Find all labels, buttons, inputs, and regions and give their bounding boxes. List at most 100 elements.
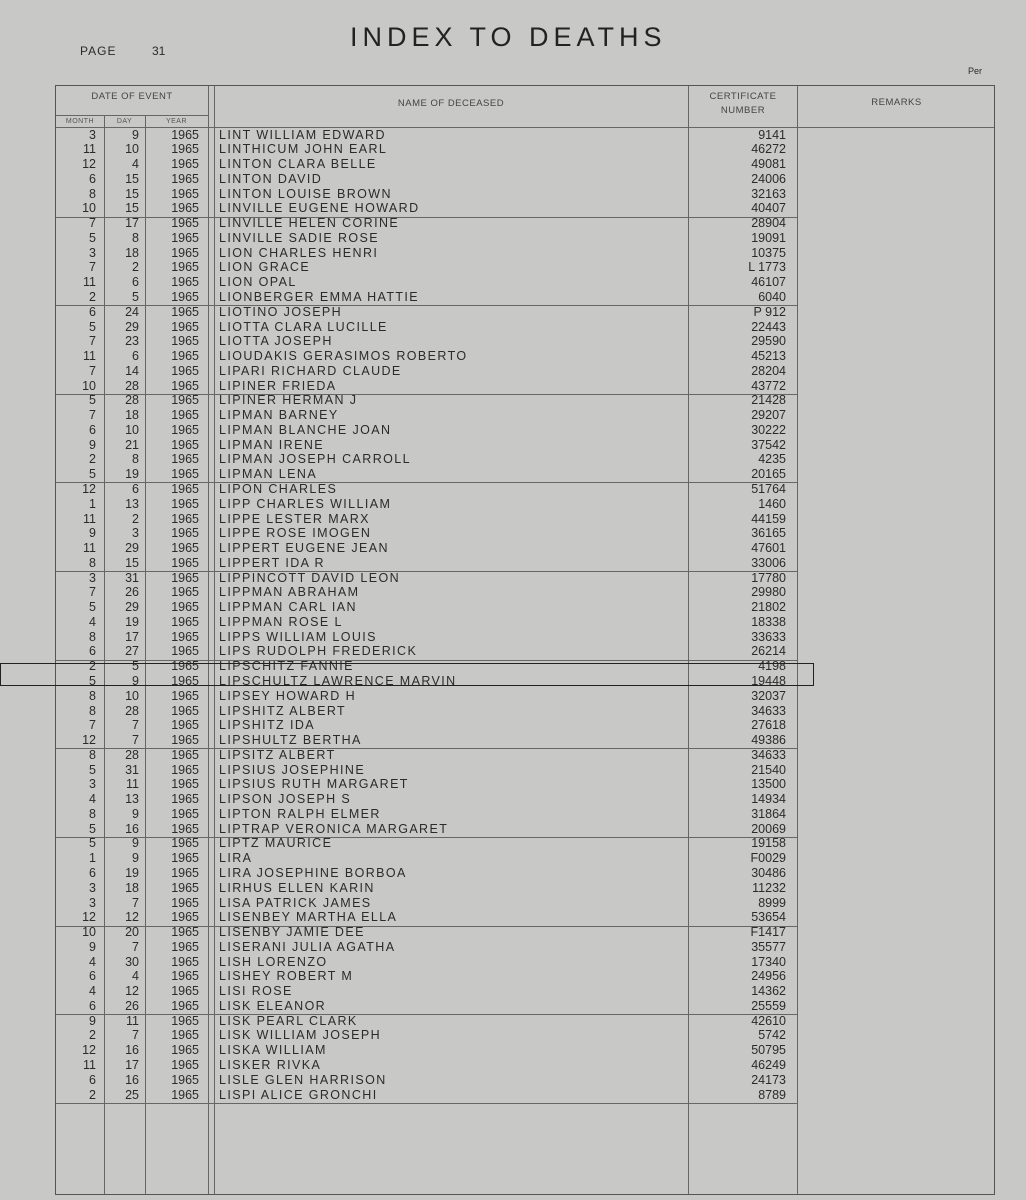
- cell-day: 15: [125, 171, 139, 186]
- cell-certificate: 8999: [758, 895, 786, 910]
- cell-name: LIPINER HERMAN J: [219, 393, 358, 408]
- cell-month: 7: [89, 334, 96, 349]
- group-divider: [56, 1103, 797, 1105]
- cell-month: 7: [89, 585, 96, 600]
- cell-month: 4: [89, 614, 96, 629]
- cell-certificate: 5742: [758, 1028, 786, 1043]
- cell-year: 1965: [171, 334, 199, 349]
- cell-day: 8: [132, 230, 139, 245]
- cell-certificate: 42610: [751, 1013, 786, 1028]
- cell-year: 1965: [171, 363, 199, 378]
- cell-day: 3: [132, 526, 139, 541]
- cell-certificate: 10375: [751, 245, 786, 260]
- cell-certificate: F1417: [750, 925, 786, 940]
- cell-name: LINVILLE EUGENE HOWARD: [219, 201, 420, 216]
- page-title: INDEX TO DEATHS: [350, 22, 667, 52]
- cell-year: 1965: [171, 939, 199, 954]
- cell-year: 1965: [171, 393, 199, 408]
- cell-year: 1965: [171, 142, 199, 157]
- cell-name: LIOTINO JOSEPH: [219, 304, 343, 319]
- cell-certificate: 27618: [751, 718, 786, 733]
- cell-day: 2: [132, 511, 139, 526]
- cell-day: 5: [132, 289, 139, 304]
- cell-certificate: 32163: [751, 186, 786, 201]
- cell-name: LINTON DAVID: [219, 171, 323, 186]
- cell-month: 7: [89, 363, 96, 378]
- cell-month: 5: [89, 600, 96, 615]
- page-label: PAGE: [80, 44, 117, 58]
- cell-name: LIPSCHITZ FANNIE: [219, 659, 354, 674]
- cell-name: LIOUDAKIS GERASIMOS ROBERTO: [219, 349, 468, 364]
- cell-year: 1965: [171, 1028, 199, 1043]
- cell-month: 6: [89, 644, 96, 659]
- cell-certificate: 30486: [751, 866, 786, 880]
- cell-certificate: 51764: [751, 481, 786, 496]
- cell-certificate: 49081: [751, 157, 786, 172]
- cell-name: LIPP CHARLES WILLIAM: [219, 496, 392, 511]
- cell-month: 3: [89, 245, 96, 260]
- header-name: NAME OF DECEASED: [397, 98, 505, 109]
- cell-certificate: 31864: [751, 806, 786, 821]
- cell-certificate: 4198: [758, 659, 786, 674]
- cell-day: 17: [125, 1058, 139, 1072]
- cell-certificate: L 1773: [748, 260, 786, 275]
- cell-name: LIPON CHARLES: [219, 481, 338, 496]
- group-divider: [56, 659, 797, 661]
- cell-certificate: 14362: [751, 984, 786, 999]
- header-certificate: CERTIFICATE NUMBER: [709, 91, 777, 116]
- cell-year: 1965: [171, 408, 199, 423]
- cell-month: 12: [82, 1043, 96, 1058]
- cell-day: 29: [125, 319, 139, 334]
- cell-certificate: 24956: [751, 969, 786, 984]
- cell-certificate: 20069: [751, 821, 786, 836]
- cell-day: 7: [132, 895, 139, 910]
- cell-month: 7: [89, 408, 96, 423]
- cell-certificate: 14934: [751, 792, 786, 807]
- cell-name: LISI ROSE: [219, 984, 293, 999]
- cell-year: 1965: [171, 157, 199, 172]
- cell-day: 11: [126, 777, 139, 792]
- cell-name: LIPMAN BARNEY: [219, 408, 339, 423]
- cell-day: 29: [125, 541, 139, 556]
- cell-certificate: 45213: [751, 349, 786, 364]
- cell-name: LISK ELEANOR: [219, 998, 327, 1013]
- cell-month: 12: [82, 157, 96, 172]
- group-divider: [56, 748, 797, 750]
- cell-day: 2: [132, 260, 139, 275]
- cell-year: 1965: [171, 1043, 199, 1058]
- cell-day: 17: [125, 629, 139, 644]
- cell-day: 9: [132, 806, 139, 821]
- cell-month: 8: [89, 555, 96, 570]
- cell-year: 1965: [171, 629, 199, 644]
- cell-certificate: 21428: [751, 393, 786, 408]
- column-divider: [208, 86, 209, 1194]
- cell-day: 28: [125, 703, 139, 718]
- cell-certificate: 22443: [751, 319, 786, 334]
- cell-year: 1965: [171, 186, 199, 201]
- cell-certificate: 46107: [751, 275, 786, 290]
- cell-month: 3: [89, 127, 96, 142]
- cell-name: LIPINER FRIEDA: [219, 378, 337, 393]
- cell-month: 5: [89, 836, 96, 851]
- cell-name: LIPTON RALPH ELMER: [219, 806, 381, 821]
- cell-name: LIPPINCOTT DAVID LEON: [219, 570, 401, 585]
- cell-year: 1965: [171, 1072, 199, 1087]
- cell-day: 15: [125, 201, 139, 216]
- cell-year: 1965: [171, 245, 199, 260]
- cell-year: 1965: [171, 555, 199, 570]
- cell-name: LIPARI RICHARD CLAUDE: [219, 363, 402, 378]
- cell-month: 5: [89, 821, 96, 836]
- cell-name: LISH LORENZO: [219, 954, 328, 969]
- cell-name: LIPPERT EUGENE JEAN: [219, 541, 389, 556]
- cell-month: 10: [82, 201, 96, 216]
- cell-certificate: 28204: [751, 363, 786, 378]
- group-divider: [56, 216, 797, 218]
- cell-name: LIPPMAN CARL IAN: [219, 600, 357, 615]
- cell-month: 2: [89, 1087, 96, 1102]
- cell-day: 14: [125, 363, 139, 378]
- cell-day: 19: [125, 866, 139, 880]
- cell-name: LION OPAL: [219, 275, 297, 290]
- cell-year: 1965: [171, 378, 199, 393]
- cell-day: 31: [125, 762, 139, 777]
- cell-name: LIPMAN JOSEPH CARROLL: [219, 452, 411, 467]
